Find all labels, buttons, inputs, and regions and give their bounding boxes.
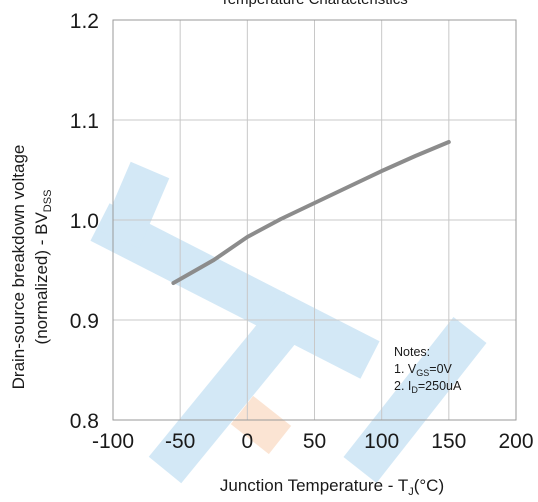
watermark-logo (90, 161, 487, 484)
svg-text:(normalized) - BVDSS: (normalized) - BVDSS (32, 190, 54, 345)
x-tick-label: 0 (241, 430, 253, 453)
y-axis-title-line2: (normalized) - BV (32, 212, 51, 345)
watermark-bar-1 (90, 203, 380, 379)
y-axis-title: Drain-source breakdown voltage (normaliz… (9, 145, 54, 390)
x-tick-labels: -100 -50 0 50 100 150 200 (92, 430, 534, 453)
plot-frame (112, 19, 517, 421)
chart-title: Temperature Characteristics (220, 0, 408, 8)
x-axis-title-main: Junction Temperature - T (220, 476, 408, 495)
series-line (171, 140, 451, 285)
y-axis-title-subscript: DSS (42, 190, 54, 213)
x-tick-label: -100 (92, 430, 134, 453)
note-1: 1. VGS=0V (394, 362, 453, 378)
x-tick-label: -50 (165, 430, 195, 453)
series (171, 140, 451, 285)
notes-heading: Notes: (394, 345, 430, 359)
y-axis-title-line1: Drain-source breakdown voltage (9, 145, 28, 390)
y-tick-label: 1.0 (70, 210, 99, 233)
x-axis-title-suffix: (°C) (414, 476, 444, 495)
watermark-bar-2 (100, 161, 170, 249)
watermark-accent (230, 395, 292, 455)
x-tick-label: 100 (364, 430, 399, 453)
x-axis-title-subscript: J (408, 486, 414, 498)
y-tick-labels: 0.8 0.9 1.0 1.1 1.2 (70, 10, 99, 433)
y-tick-label: 1.1 (70, 110, 99, 133)
note-2-suffix: =250uA (418, 379, 462, 393)
x-tick-label: 50 (303, 430, 326, 453)
note-1-suffix: =0V (429, 362, 452, 376)
x-axis-title: Junction Temperature - TJ(°C) (220, 476, 444, 498)
x-tick-label: 200 (498, 430, 533, 453)
note-1-subscript: GS (416, 368, 429, 378)
note-2-prefix: 2. I (394, 379, 411, 393)
watermark-bar-3 (148, 291, 317, 484)
y-tick-label: 1.2 (70, 10, 99, 33)
y-tick-label: 0.8 (70, 410, 99, 433)
watermark-bar-4 (343, 317, 487, 483)
svg-text:Drain-source breakdown voltage: Drain-source breakdown voltage (9, 145, 28, 390)
note-1-prefix: 1. V (394, 362, 417, 376)
note-2: 2. ID=250uA (394, 379, 462, 395)
x-tick-label: 150 (431, 430, 466, 453)
note-2-subscript: D (411, 385, 418, 395)
y-tick-label: 0.9 (70, 310, 99, 333)
notes-box: Notes: 1. VGS=0V 2. ID=250uA (394, 345, 462, 395)
